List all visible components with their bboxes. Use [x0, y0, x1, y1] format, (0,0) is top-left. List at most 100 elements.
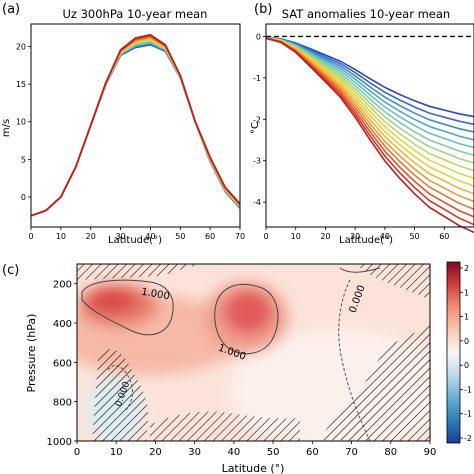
panel-c-colorbar	[446, 261, 461, 444]
panel-b-ytick-label: -2	[253, 115, 261, 124]
panel-a-ytick-label: 15	[16, 80, 26, 89]
panel-a-xtick-label: 10	[56, 232, 66, 241]
panel-c-contour-lowlat	[107, 365, 133, 411]
panel-c-hatch-lowlat	[92, 349, 149, 441]
panel-b-ytick-label: -3	[253, 157, 261, 166]
panel-b-ytick-label: 0	[256, 32, 261, 41]
panel-b-xtick-label: 60	[439, 232, 449, 241]
panel-c-contour-west	[81, 279, 174, 336]
panel-b-xtick-label: 30	[350, 232, 360, 241]
panel-a-xtick-label: 40	[145, 232, 155, 241]
panel-c-contour-mid	[214, 284, 279, 355]
panel-b-title: SAT anomalies 10-year mean	[282, 7, 450, 21]
panel-a-series-line-4	[30, 41, 241, 217]
panel-b-xtick-label: 50	[409, 232, 419, 241]
panel-a-ytick-label: 0	[21, 193, 26, 202]
panel-c-colorbar-label: -1	[464, 410, 472, 419]
panel-c-ytick-label: 400	[53, 319, 72, 330]
panel-c-xtick-label: 40	[228, 447, 241, 458]
panel-b-xtick-label: 40	[380, 232, 390, 241]
panel-c-ytick-label: 1000	[47, 437, 72, 448]
panel-c-colorbar-label: 1	[464, 288, 469, 297]
panel-a-xtick-label: 50	[175, 232, 185, 241]
panel-c-hatch-upper-right	[355, 264, 430, 300]
panel-a-title: Uz 300hPa 10-year mean	[63, 7, 208, 21]
panel-c-xtick-label: 70	[345, 447, 358, 458]
panel-c-colorbar-label: 2	[464, 264, 469, 273]
panel-b-sat-chart: SAT anomalies 10-year mean °C Latitude(°…	[250, 7, 474, 246]
panel-a-series-line-3	[30, 42, 241, 217]
panel-a-series-line-5	[30, 41, 241, 217]
panel-b-xtick-label: 0	[263, 232, 268, 241]
panel-a-xtick-label: 0	[28, 232, 33, 241]
panel-c-hatch-surface	[150, 411, 300, 441]
panel-b-ylabel: °C	[250, 122, 261, 134]
panel-c-ytick-label: 200	[53, 280, 72, 291]
panel-c-ytick-label: 600	[53, 358, 72, 369]
panel-c-xtick-label: 10	[110, 447, 123, 458]
panel-b-xlabel: Latitude(°)	[339, 235, 393, 246]
panel-c-contour-upper-right	[339, 267, 381, 273]
panel-c-colorbar-label: -1	[464, 385, 472, 394]
panel-c-ylabel: Pressure (hPa)	[25, 314, 38, 393]
panel-b-series-line-16	[265, 37, 474, 234]
panel-b-ytick-label: -1	[253, 74, 261, 83]
panel-a-series-line-15	[30, 34, 241, 217]
panel-b-xtick-label: 20	[320, 232, 330, 241]
panel-c-mid-max	[224, 290, 272, 334]
panel-c-hatch-highlat	[320, 325, 430, 441]
panel-b-frame	[265, 23, 474, 228]
panel-c-xtick-label: 30	[188, 447, 201, 458]
panel-a-series-line-2	[30, 43, 241, 217]
panel-a-series-line-16	[30, 33, 241, 217]
panel-a-frame	[30, 23, 241, 228]
panel-c-xlabel: Latitude (°)	[222, 462, 285, 474]
panel-a-series-line-12	[30, 36, 241, 217]
panel-a-xtick-label: 20	[86, 232, 96, 241]
panel-c-ytick-label: 800	[53, 398, 72, 409]
panel-a-series-line-7	[30, 39, 241, 217]
panel-label-b: (b)	[254, 2, 272, 17]
panel-a-ytick-label: 5	[21, 155, 26, 164]
panel-label-c: (c)	[2, 263, 19, 278]
panel-c-hatch-top	[77, 264, 200, 280]
panel-a-series-line-10	[30, 37, 241, 217]
panel-a-series	[30, 33, 241, 217]
panel-a-uz-chart: Uz 300hPa 10-year mean m/s Latitude(°) 0…	[1, 7, 245, 246]
panel-a-series-line-8	[30, 39, 241, 217]
panel-a-series-line-11	[30, 37, 241, 217]
panel-a-xtick-label: 70	[235, 232, 245, 241]
panel-c-contour-label-1: 1.000	[140, 287, 170, 303]
panel-c-frame	[76, 263, 431, 442]
panel-b-xtick-label: 10	[291, 232, 301, 241]
panel-a-ytick-label: 20	[16, 43, 26, 52]
panel-a-ylabel: m/s	[1, 119, 12, 137]
panel-a-series-line-13	[30, 35, 241, 217]
panel-a-xtick-label: 30	[115, 232, 125, 241]
panel-c-colorbar-label: 0	[464, 337, 469, 346]
panel-a-xtick-label: 60	[205, 232, 215, 241]
panel-label-a: (a)	[2, 2, 20, 17]
panel-c-colorbar-label: 1	[464, 313, 469, 322]
panel-a-ytick-label: 10	[16, 118, 26, 127]
panel-b-ticks: 0 10 20 30 40 50 60 0 -1 -2 -3 -4	[253, 32, 449, 241]
panel-c-xtick-label: 20	[149, 447, 162, 458]
panel-b-series	[265, 36, 474, 234]
panel-c-contour-zero	[338, 279, 371, 441]
panel-c-xtick-label: 80	[384, 447, 397, 458]
panel-a-xlabel: Latitude(°)	[108, 235, 162, 246]
panel-a-series-line-9	[30, 38, 241, 217]
panel-c-field	[77, 264, 430, 441]
panel-c-colorbar-label: -2	[464, 434, 472, 443]
panel-c-pressure-latitude: 1.000 1.000 0.000 0.000 0 10 20 30 40 50 60 70 8…	[25, 261, 472, 474]
panel-a-ticks: 0 10 20 30 40 50 60 70 0 5 10 15 20	[16, 43, 245, 241]
panel-b-ytick-label: -4	[253, 198, 261, 207]
panel-c-xtick-label: 60	[306, 447, 319, 458]
panel-c-xtick-label: 90	[424, 447, 437, 458]
panel-a-series-line-6	[30, 40, 241, 217]
panel-c-colorbar-ticks: 2 1 1 0 0 -1 -1 -2	[460, 264, 472, 443]
panel-c-xtick-label: 50	[267, 447, 280, 458]
panel-c-west-max	[88, 289, 136, 313]
panel-a-series-line-14	[30, 35, 241, 217]
